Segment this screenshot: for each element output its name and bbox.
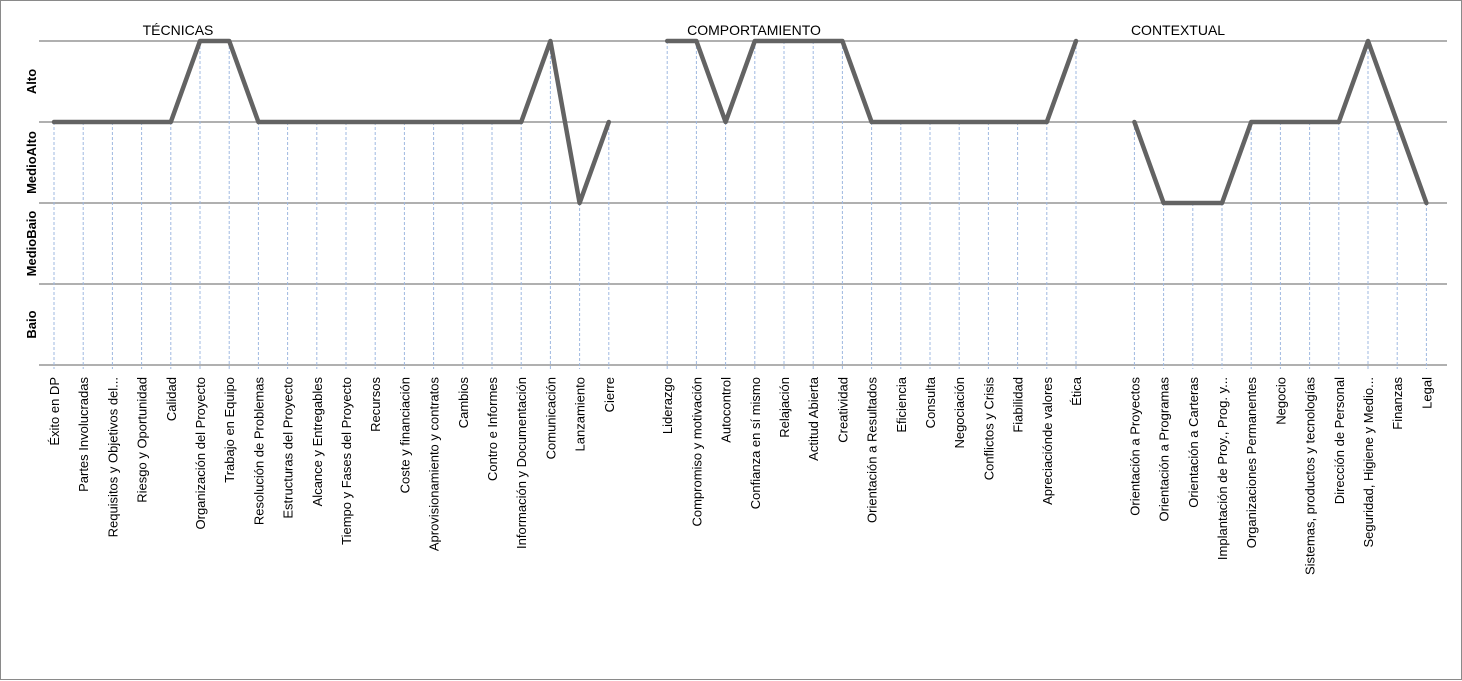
x-category-label: Cambios	[456, 377, 471, 429]
x-category-label: Partes Involucradas	[76, 377, 91, 492]
x-category-label: Confianza en sí mismo	[748, 377, 763, 509]
x-category-label: Orientación a Carteras	[1186, 377, 1201, 508]
x-category-label: Fiabilidad	[1011, 377, 1026, 433]
x-category-label: Estructuras del Proyecto	[281, 377, 296, 519]
x-category-label: Lanzamiento	[573, 377, 588, 451]
x-category-label: Compromiso y motivación	[689, 377, 704, 527]
x-category-label: Tiempo y Fases del Proyecto	[339, 377, 354, 545]
y-level-label: MedioBaio	[24, 211, 39, 277]
x-category-label: Contro e Informes	[485, 377, 500, 482]
y-level-label: MedioAlto	[24, 131, 39, 194]
y-level-label: Alto	[24, 69, 39, 94]
x-category-label: Actitud Abierta	[806, 376, 821, 461]
x-category-label: Éxito en DP	[47, 377, 62, 446]
section-title: COMPORTAMIENTO	[687, 22, 821, 38]
y-level-label: Baio	[24, 310, 39, 338]
x-category-label: Riesgo y Oportunidad	[135, 377, 150, 503]
x-category-label: Información y Documentación	[514, 377, 529, 549]
x-category-label: Orientación a Programas	[1157, 377, 1172, 522]
x-category-label: Cierre	[602, 377, 617, 412]
x-category-label: Legal	[1419, 377, 1434, 409]
x-category-label: Negocio	[1273, 377, 1288, 425]
x-category-label: Organización del Proyecto	[193, 377, 208, 529]
x-category-label: Negociación	[952, 377, 967, 449]
x-category-label: Relajación	[777, 377, 792, 438]
x-category-label: Ética	[1069, 376, 1084, 406]
x-category-label: Calidad	[164, 377, 179, 421]
x-category-label: Seguridad, Higiene y Medio...	[1361, 377, 1376, 548]
x-category-label: Orientación a Resultados	[865, 377, 880, 523]
x-category-label: Autocontrol	[719, 377, 734, 443]
x-category-label: Sistemas, productos y tecnologías	[1303, 377, 1318, 575]
x-category-label: Dirección de Personal	[1332, 377, 1347, 504]
x-category-label: Coste y financiación	[397, 377, 412, 493]
section-title: CONTEXTUAL	[1131, 22, 1225, 38]
x-category-label: Alcance y Entregables	[310, 377, 325, 507]
x-category-label: Apreciaciónde valores	[1040, 377, 1055, 505]
x-category-label: Finanzas	[1390, 377, 1405, 430]
x-category-label: Implantación de Proy., Prog. y...	[1215, 377, 1230, 560]
x-category-label: Aprovisionamiento y contratos	[427, 377, 442, 552]
x-category-label: Comunicación	[543, 377, 558, 459]
series-line	[664, 38, 1079, 125]
x-category-label: Creatividad	[835, 377, 850, 443]
x-category-label: Orientación a Proyectos	[1127, 377, 1142, 516]
x-category-label: Requisitos y Objetivos del...	[105, 377, 120, 537]
series-line	[51, 38, 612, 206]
series-line	[1132, 38, 1429, 206]
x-category-label: Conflictos y Crisis	[981, 377, 996, 481]
x-category-label: Organizaciones Permanentes	[1244, 377, 1259, 549]
x-category-label: Eficiencia	[894, 376, 909, 432]
x-category-label: Liderazgo	[660, 377, 675, 434]
x-category-label: Trabajo en Equipo	[222, 377, 237, 483]
x-category-label: Resolución de Problemas	[251, 377, 266, 526]
section-title: TÉCNICAS	[143, 22, 214, 38]
x-category-label: Consulta	[923, 376, 938, 428]
x-category-label: Recursos	[368, 377, 383, 432]
